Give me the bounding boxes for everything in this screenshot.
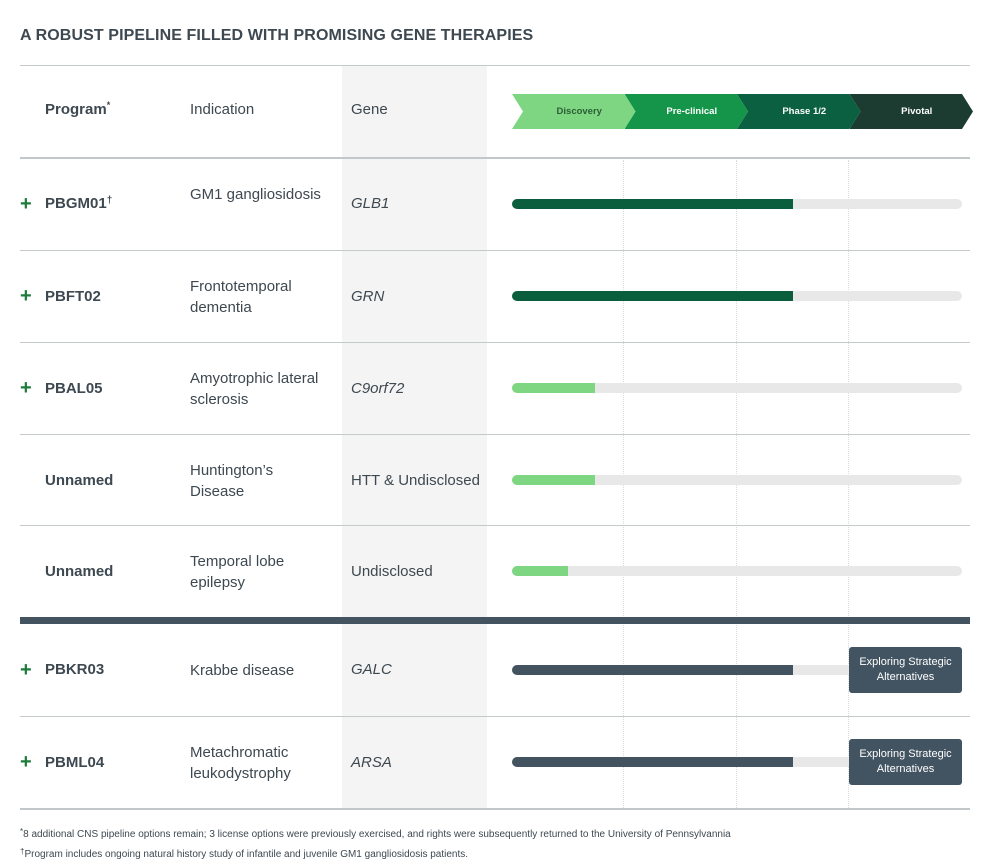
indication-text: Temporal lobe epilepsy: [190, 553, 285, 591]
phase-pivotal: Pivotal: [849, 94, 973, 129]
program-name: Unnamed: [45, 563, 114, 580]
table-bottom-rule: [20, 808, 970, 810]
gene-text: HTT & Undisclosed: [351, 472, 480, 489]
table-row: + PBAL05 Amyotrophic lateral sclerosis C…: [0, 343, 991, 434]
row-divider: [20, 342, 970, 343]
indication-text: Amyotrophic lateral sclerosis: [190, 370, 319, 408]
exploring-strategic-alternatives-badge: Exploring Strategic Alternatives: [849, 647, 962, 693]
progress-track: [512, 291, 962, 301]
progress-fill: [512, 383, 596, 393]
phase-chevrons: Discovery Pre-clinical Phase 1/2 Pivotal: [512, 94, 973, 129]
progress-track: [512, 383, 962, 393]
header-indication: Indication: [190, 101, 255, 118]
progress-fill: [512, 665, 794, 675]
program-name: Unnamed: [45, 472, 114, 489]
row-divider: [20, 250, 970, 251]
table-top-rule: [20, 65, 970, 66]
table-row: + PBFT02 Frontotemporal dementia GRN: [0, 251, 991, 342]
indication-text: Metachromatic leukodystrophy: [190, 744, 291, 782]
gene-text: C9orf72: [351, 380, 405, 397]
phase-1-2: Phase 1/2: [737, 94, 861, 129]
table-row: + PBGM01† GM1 gangliosidosis GLB1: [0, 158, 991, 250]
indication-text: Krabbe disease: [190, 662, 295, 679]
table-row: + PBML04 Metachromatic leukodystrophy AR…: [0, 717, 991, 808]
expand-plus-icon[interactable]: +: [20, 659, 32, 681]
table-row: Unnamed Temporal lobe epilepsy Undisclos…: [0, 526, 991, 617]
program-name: PBGM01†: [45, 195, 113, 212]
progress-track: [512, 475, 962, 485]
footnote: *8 additional CNS pipeline options remai…: [20, 827, 731, 840]
table-row: + PBKR03 Krabbe disease GALC Exploring S…: [0, 624, 991, 716]
phase-discovery: Discovery: [512, 94, 636, 129]
gene-text: GALC: [351, 661, 392, 678]
header-rule: [20, 157, 970, 159]
gene-text: GRN: [351, 288, 385, 305]
phase-preclinical: Pre-clinical: [624, 94, 748, 129]
progress-fill: [512, 475, 596, 485]
expand-plus-icon[interactable]: +: [20, 193, 32, 215]
indication-text: GM1 gangliosidosis: [190, 186, 321, 203]
progress-fill: [512, 199, 794, 209]
table-row: Unnamed Huntington’s Disease HTT & Undis…: [0, 435, 991, 525]
progress-track: [512, 566, 962, 576]
progress-fill: [512, 566, 569, 576]
gene-text: GLB1: [351, 195, 390, 212]
exploring-strategic-alternatives-badge: Exploring Strategic Alternatives: [849, 739, 962, 785]
gene-column-background: [342, 66, 487, 808]
row-divider: [20, 525, 970, 526]
page-title: A ROBUST PIPELINE FILLED WITH PROMISING …: [20, 27, 534, 44]
expand-plus-icon[interactable]: +: [20, 751, 32, 773]
header-gene: Gene: [351, 101, 388, 118]
footnote: †Program includes ongoing natural histor…: [20, 847, 469, 860]
program-name: PBML04: [45, 754, 105, 771]
gene-text: Undisclosed: [351, 563, 433, 580]
row-divider: [20, 716, 970, 717]
progress-track: [512, 665, 962, 675]
indication-text: Frontotemporal dementia: [190, 278, 292, 316]
gene-text: ARSA: [351, 754, 392, 771]
expand-plus-icon[interactable]: +: [20, 377, 32, 399]
progress-track: [512, 757, 962, 767]
section-divider: [20, 617, 970, 624]
header-program: Program*: [45, 100, 111, 118]
progress-track: [512, 199, 962, 209]
program-name: PBFT02: [45, 288, 101, 305]
progress-fill: [512, 757, 794, 767]
row-divider: [20, 434, 970, 435]
indication-text: Huntington’s Disease: [190, 462, 274, 500]
program-name: PBAL05: [45, 380, 103, 397]
program-name: PBKR03: [45, 661, 105, 678]
progress-fill: [512, 291, 794, 301]
expand-plus-icon[interactable]: +: [20, 285, 32, 307]
